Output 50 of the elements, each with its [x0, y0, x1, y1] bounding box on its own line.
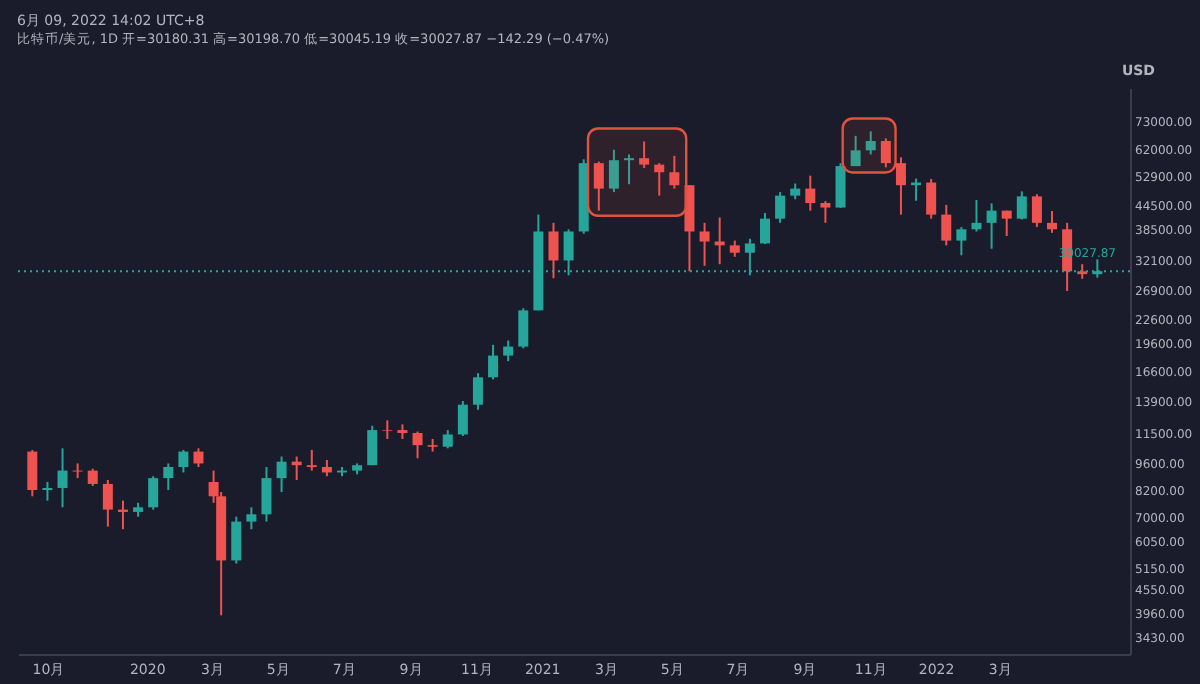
candlestick	[895, 156, 906, 216]
candlestick	[865, 130, 876, 156]
candlestick	[276, 455, 287, 494]
candlestick	[1031, 193, 1042, 229]
candlestick	[941, 203, 952, 247]
candlestick	[503, 339, 514, 363]
candlestick	[193, 447, 204, 468]
candlestick	[518, 307, 529, 350]
candlestick	[654, 162, 665, 197]
candlestick	[548, 221, 559, 280]
candlestick	[148, 475, 159, 511]
candlestick	[27, 448, 38, 498]
candlestick	[457, 400, 468, 437]
candlestick	[442, 429, 453, 450]
candlestick	[759, 212, 770, 245]
candlestick	[608, 148, 619, 194]
candlestick	[412, 430, 423, 460]
candlestick	[805, 174, 816, 212]
candlestick	[102, 479, 113, 528]
candlestick	[880, 137, 891, 169]
candlestick	[835, 162, 846, 209]
candlestick	[986, 202, 997, 250]
candlestick	[163, 462, 174, 492]
candlestick	[367, 424, 378, 467]
candlestick	[926, 177, 937, 220]
candlestick	[57, 447, 68, 509]
candlestick	[669, 154, 680, 190]
candlestick	[488, 343, 499, 381]
candlestick	[1001, 209, 1012, 237]
candlestick	[261, 465, 272, 523]
candlestick	[699, 221, 710, 267]
candlestick	[1016, 190, 1027, 221]
candlestick	[684, 184, 695, 273]
candlestick	[624, 153, 635, 186]
candlestick	[820, 200, 831, 224]
candlestick	[178, 448, 189, 474]
candlestick	[72, 462, 83, 480]
candlestick	[971, 199, 982, 233]
candlestick	[231, 515, 242, 565]
candlestick	[246, 506, 257, 531]
candlestick	[639, 140, 650, 169]
candlestick	[850, 134, 861, 168]
candlestick	[42, 480, 53, 502]
candlestick	[472, 372, 483, 411]
candlestick	[306, 448, 317, 472]
candlestick	[593, 160, 604, 212]
candlestick	[956, 226, 967, 257]
candlestick	[382, 419, 393, 440]
candlestick	[1047, 210, 1058, 234]
candlestick	[775, 191, 786, 224]
